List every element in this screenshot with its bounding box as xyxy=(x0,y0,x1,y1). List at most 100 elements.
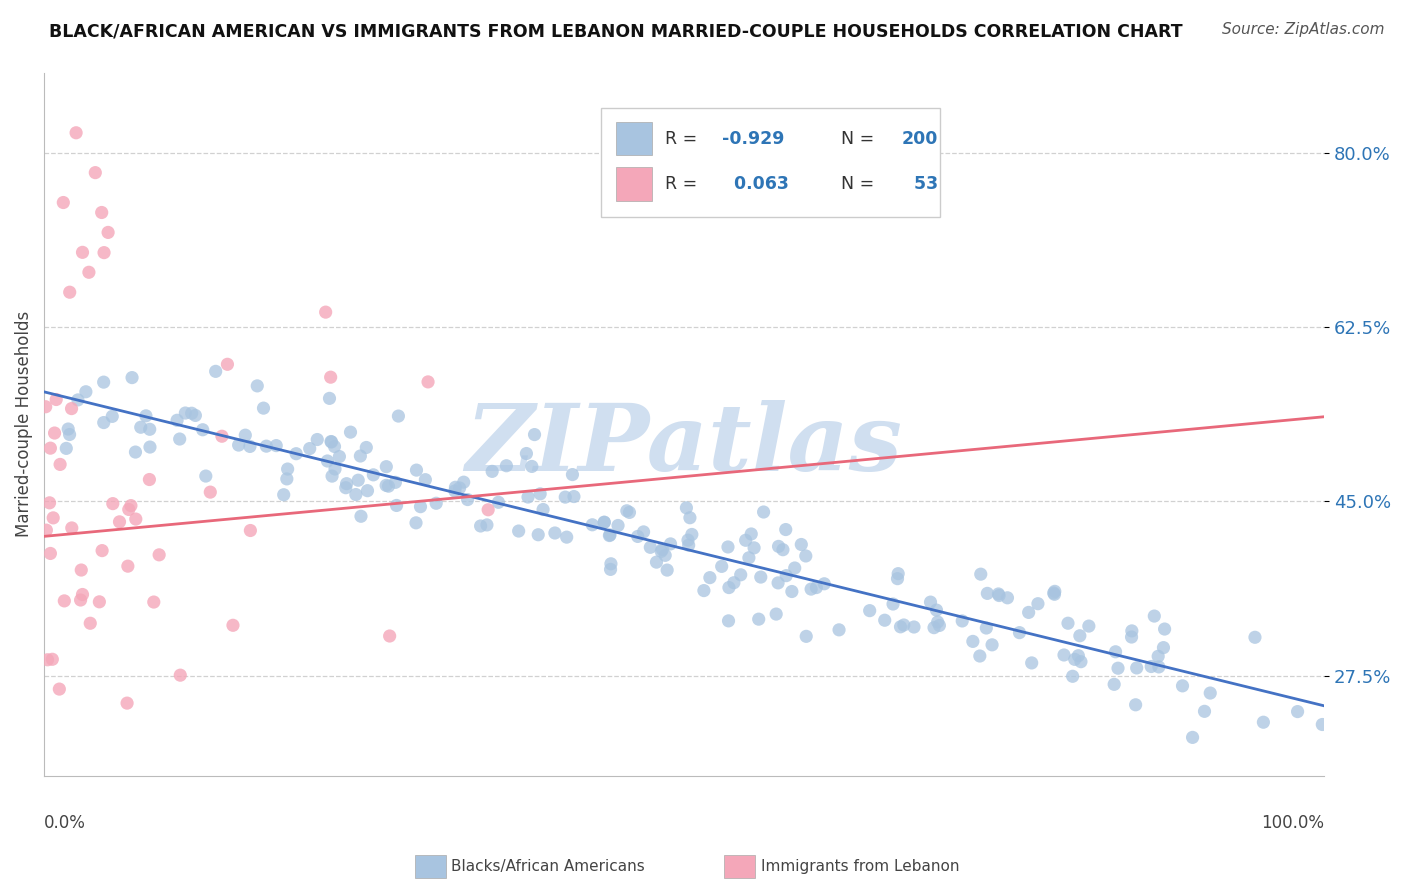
Point xyxy=(45,392,67,407)
Point xyxy=(723,575,745,590)
Point xyxy=(444,480,467,494)
Point xyxy=(495,458,517,473)
Point xyxy=(593,516,616,530)
Text: 0.063: 0.063 xyxy=(723,176,789,194)
Point xyxy=(813,576,835,591)
Text: 53: 53 xyxy=(901,176,938,194)
Point xyxy=(859,604,882,618)
Point xyxy=(363,467,385,482)
Point xyxy=(66,392,89,407)
Point xyxy=(740,527,762,541)
Point xyxy=(1147,660,1170,674)
Point xyxy=(315,305,337,319)
Point xyxy=(1125,698,1147,712)
Point xyxy=(252,401,274,416)
Point xyxy=(1008,625,1031,640)
Text: Blacks/African Americans: Blacks/African Americans xyxy=(451,859,645,873)
Point xyxy=(654,549,676,563)
Text: 100.0%: 100.0% xyxy=(1261,814,1324,832)
Point xyxy=(633,524,655,539)
Point xyxy=(166,413,188,427)
Point xyxy=(1199,686,1222,700)
Point xyxy=(344,487,367,501)
Point xyxy=(264,439,287,453)
Point xyxy=(650,544,672,558)
Point xyxy=(59,285,82,300)
Point xyxy=(640,541,662,555)
Point xyxy=(90,205,112,219)
Point xyxy=(125,512,148,526)
Point xyxy=(710,559,733,574)
Point xyxy=(527,527,550,541)
Point xyxy=(444,483,467,498)
Point xyxy=(873,613,896,627)
Point xyxy=(79,616,101,631)
Point xyxy=(323,440,346,454)
Point xyxy=(1104,645,1126,659)
Point xyxy=(738,550,761,565)
Point xyxy=(246,379,269,393)
Point xyxy=(70,563,93,577)
Point xyxy=(405,463,427,477)
Point xyxy=(730,567,752,582)
Point xyxy=(276,472,298,486)
Point xyxy=(515,446,537,460)
Point xyxy=(108,515,131,529)
Point xyxy=(117,559,139,574)
Point xyxy=(1021,656,1043,670)
Point xyxy=(1286,705,1309,719)
Point xyxy=(139,440,162,454)
Point xyxy=(523,427,546,442)
Point xyxy=(749,570,772,584)
Text: 0.0%: 0.0% xyxy=(44,814,86,832)
Point xyxy=(49,458,72,472)
Point xyxy=(1140,659,1163,673)
Point xyxy=(425,496,447,510)
Point xyxy=(1067,648,1090,663)
Point xyxy=(184,409,207,423)
Point xyxy=(457,492,479,507)
Point xyxy=(228,438,250,452)
Point xyxy=(1107,661,1129,675)
Point xyxy=(65,126,87,140)
Point xyxy=(768,540,790,554)
Point xyxy=(169,668,191,682)
Point xyxy=(316,454,339,468)
Point xyxy=(717,581,740,595)
Text: ZIPatlas: ZIPatlas xyxy=(465,401,903,491)
Point xyxy=(120,499,142,513)
Point xyxy=(53,594,76,608)
Point xyxy=(920,595,942,609)
Point xyxy=(555,530,578,544)
Point xyxy=(976,621,998,635)
Point xyxy=(752,505,775,519)
Point xyxy=(794,549,817,563)
Point xyxy=(562,490,585,504)
Point xyxy=(200,485,222,500)
Point xyxy=(93,375,115,389)
Point xyxy=(148,548,170,562)
Point xyxy=(56,422,79,436)
Point xyxy=(599,528,621,542)
Point xyxy=(233,428,256,442)
Point xyxy=(616,504,638,518)
Bar xyxy=(600,108,941,217)
Point xyxy=(681,527,703,541)
Point xyxy=(748,612,770,626)
Point xyxy=(60,521,83,535)
Point xyxy=(194,469,217,483)
Point xyxy=(1244,630,1267,644)
Point xyxy=(988,589,1011,603)
Point xyxy=(529,487,551,501)
Point xyxy=(1043,584,1066,599)
Point xyxy=(41,652,63,666)
Point xyxy=(806,581,828,595)
Point xyxy=(903,620,925,634)
Point xyxy=(335,481,357,495)
Point xyxy=(55,442,77,456)
Point xyxy=(962,634,984,648)
Point xyxy=(627,529,650,543)
Text: BLACK/AFRICAN AMERICAN VS IMMIGRANTS FROM LEBANON MARRIED-COUPLE HOUSEHOLDS CORR: BLACK/AFRICAN AMERICAN VS IMMIGRANTS FRO… xyxy=(49,22,1182,40)
Point xyxy=(734,533,756,548)
Point xyxy=(375,478,398,492)
